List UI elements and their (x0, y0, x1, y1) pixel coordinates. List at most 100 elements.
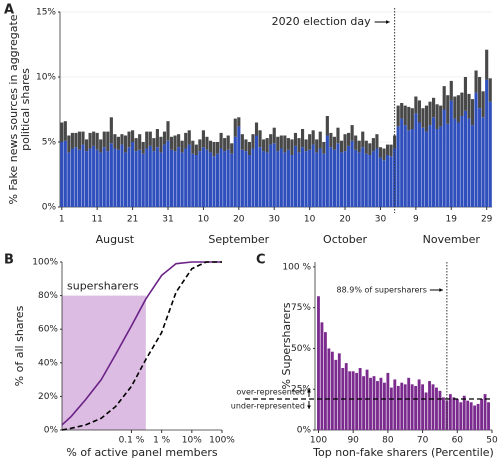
bar-segment (134, 138, 138, 152)
bar (393, 379, 397, 430)
y-tick-label: 0% (297, 426, 312, 436)
bar-segment (315, 152, 319, 207)
bar-segment (421, 108, 425, 128)
y-tick-label: 80% (38, 291, 58, 301)
bar-segment (166, 140, 170, 207)
bar-segment (371, 151, 375, 207)
bar-segment (375, 148, 379, 207)
bar-segment (191, 153, 195, 207)
bar-segment (439, 126, 443, 207)
highlight-region (62, 295, 146, 430)
bar-segment (449, 100, 453, 207)
bar-segment (424, 131, 429, 207)
bar (334, 359, 338, 430)
bar-segment (152, 138, 156, 152)
bar-segment (180, 152, 184, 207)
bar (487, 402, 490, 430)
bar-segment (134, 151, 138, 207)
bar-segment (116, 149, 120, 207)
x-tick-label: 20 (233, 215, 245, 225)
bar-segment (304, 151, 308, 207)
y-tick-label: 0% (44, 426, 59, 436)
bar-segment (393, 135, 397, 149)
x-tick-label: 9 (413, 215, 419, 225)
bar-segment (336, 127, 340, 144)
bar-segment (343, 151, 347, 207)
bar (403, 384, 407, 430)
bar-segment (417, 100, 421, 123)
panel-letter: B (4, 253, 14, 268)
bar-segment (159, 136, 163, 153)
bar-segment (308, 134, 312, 150)
x-tick-label: 50 (486, 436, 498, 446)
bar (386, 372, 390, 430)
x-tick-label: 10% (182, 436, 202, 446)
bar-segment (290, 155, 294, 207)
panel-letter: C (256, 253, 266, 268)
y-tick-label: 50% (291, 344, 311, 354)
y-axis-label: % Fake news sources in aggregate (7, 14, 20, 204)
bar (376, 381, 379, 430)
bar-segment (155, 147, 159, 207)
bar (355, 372, 359, 430)
bar-segment (368, 155, 372, 207)
bar-segment (99, 139, 103, 153)
bar-segment (470, 99, 475, 126)
bar-segment (216, 142, 220, 154)
bar (431, 384, 435, 430)
bar (400, 382, 404, 430)
bar (369, 377, 372, 430)
bar-segment (393, 148, 397, 207)
bar-segment (113, 148, 117, 207)
bar (476, 403, 480, 430)
month-label: September (208, 233, 269, 246)
bar-segment (194, 144, 198, 155)
bar-segment (208, 140, 213, 153)
bar (459, 402, 463, 430)
bar-segment (350, 125, 354, 141)
bar-segment (361, 147, 365, 207)
bar-segment (354, 135, 358, 150)
bar (372, 376, 376, 430)
bar-segment (63, 121, 67, 141)
bar (424, 392, 428, 430)
bar-segment (325, 135, 329, 207)
bar-segment (332, 149, 336, 207)
bar-segment (417, 122, 421, 207)
bar-segment (322, 153, 326, 207)
bar-segment (244, 139, 248, 152)
bar-segment (286, 149, 290, 207)
bar (323, 332, 327, 430)
bar-segment (169, 136, 174, 150)
bar-segment (120, 134, 124, 145)
bar-segment (81, 144, 85, 207)
bar-segment (378, 157, 383, 207)
bar-segment (339, 152, 344, 207)
bar-segment (131, 142, 135, 207)
bar-segment (400, 118, 404, 207)
bar-segment (293, 132, 298, 146)
bar-segment (279, 148, 283, 207)
reference-label: under-represented (231, 402, 305, 411)
bar-segment (474, 70, 478, 93)
bar-segment (230, 143, 234, 154)
bar-segment (237, 117, 241, 127)
bar (452, 397, 456, 430)
bar (410, 384, 414, 430)
bar-segment (216, 153, 220, 207)
bar-segment (424, 105, 429, 132)
bar-segment (138, 134, 142, 150)
bar-segment (177, 147, 181, 207)
bar-segment (92, 131, 96, 146)
bar-segment (421, 127, 425, 207)
bar-segment (152, 151, 156, 207)
bar-segment (120, 144, 124, 207)
bar-segment (145, 148, 149, 207)
bar-segment (237, 126, 241, 207)
bar (365, 369, 369, 430)
bar-segment (410, 129, 414, 207)
bar-segment (382, 160, 386, 207)
y-axis-label: % of all shares (13, 305, 26, 386)
bar-segment (109, 117, 113, 144)
